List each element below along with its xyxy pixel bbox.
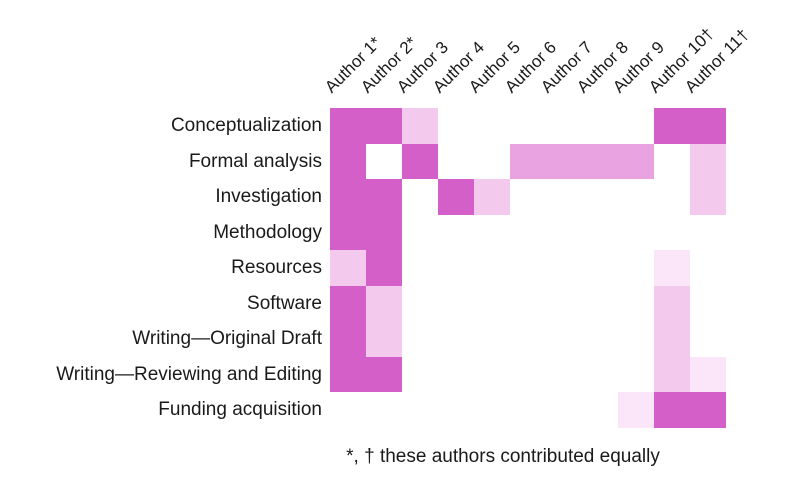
heatmap-cell	[654, 392, 690, 428]
heatmap-cell	[654, 321, 690, 357]
heatmap-cell	[654, 250, 690, 286]
footnote: *, † these authors contributed equally	[346, 446, 660, 467]
heatmap-cell	[618, 392, 654, 428]
heatmap-cell	[366, 214, 402, 250]
heatmap-cell	[402, 108, 438, 144]
heatmap-cell	[330, 179, 366, 215]
heatmap-cell	[618, 143, 654, 179]
heatmap-cell	[330, 285, 366, 321]
heatmap-cell	[366, 179, 402, 215]
row-label: Conceptualization	[170, 115, 322, 136]
heatmap-cell	[546, 143, 582, 179]
heatmap-cell	[330, 250, 366, 286]
heatmap-cell	[330, 108, 366, 144]
heatmap-cell	[690, 356, 726, 392]
heatmap-cell	[654, 285, 690, 321]
heatmap-cell	[582, 143, 618, 179]
heatmap-cell	[402, 143, 438, 179]
row-label: Formal analysis	[188, 150, 322, 172]
heatmap-cell	[330, 321, 366, 357]
row-label: Resources	[231, 257, 322, 278]
heatmap-cell	[366, 108, 402, 144]
heatmap-cell	[366, 250, 402, 286]
heatmap-cell	[474, 179, 510, 215]
heatmap-cell	[366, 285, 402, 321]
heatmap-cell	[330, 356, 366, 392]
heatmap-cell	[510, 143, 546, 179]
row-label: Investigation	[215, 186, 322, 207]
row-label: Funding acquisition	[158, 399, 322, 420]
heatmap-cell	[654, 356, 690, 392]
heatmap-cell	[690, 108, 726, 144]
heatmap-cell	[690, 143, 726, 179]
row-label: Writing—Reviewing and Editing	[56, 363, 322, 385]
heatmap-cell	[690, 392, 726, 428]
heatmap-cell	[366, 356, 402, 392]
row-label: Software	[247, 292, 322, 314]
heatmap-cell	[654, 108, 690, 144]
row-label: Writing—Original Draft	[132, 328, 322, 349]
row-label: Methodology	[213, 221, 322, 243]
heatmap-cell	[330, 143, 366, 179]
heatmap-cell	[330, 214, 366, 250]
heatmap-cell	[438, 179, 474, 215]
heatmap-cell	[366, 321, 402, 357]
heatmap-cell	[690, 179, 726, 215]
